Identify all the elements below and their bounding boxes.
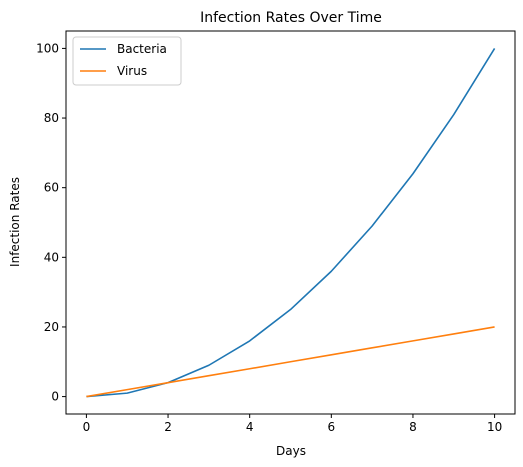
x-tick-label: 4 [246,420,254,434]
legend-label-bacteria: Bacteria [117,42,167,56]
x-tick-label: 6 [327,420,335,434]
x-tick-label: 2 [164,420,172,434]
y-tick-label: 0 [51,390,59,404]
y-tick-label: 40 [44,250,59,264]
x-axis-label: Days [276,444,306,458]
plot-frame [65,30,516,415]
x-tick-label: 8 [409,420,417,434]
chart-title: Infection Rates Over Time [200,10,382,26]
y-tick-label: 80 [44,111,59,125]
y-axis-label: Infection Rates [8,177,22,267]
y-tick-label: 100 [36,41,59,55]
series-lines [86,47,496,398]
legend: Bacteria Virus [72,36,182,86]
series-line-virus [86,326,495,398]
x-tick-label: 10 [487,420,502,434]
y-tick-label: 60 [44,181,59,195]
legend-label-virus: Virus [117,64,147,78]
series-line-bacteria [86,47,496,398]
x-tick-label: 0 [83,420,91,434]
y-tick-label: 20 [44,320,59,334]
